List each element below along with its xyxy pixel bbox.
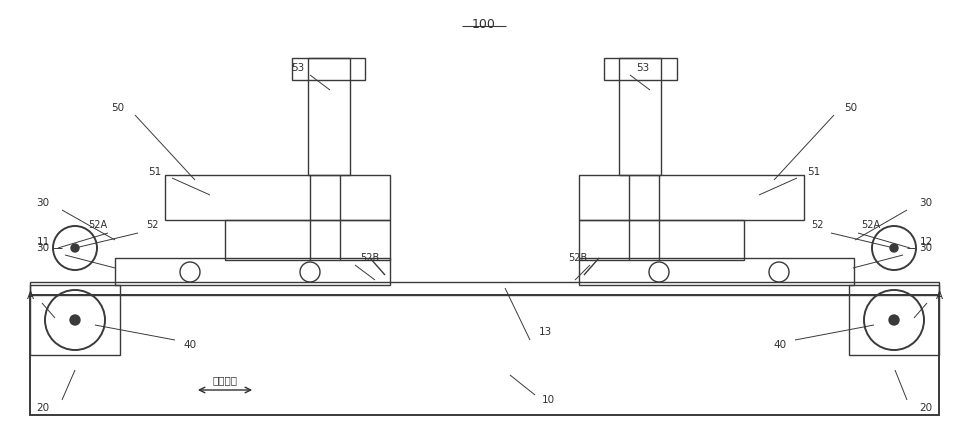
Bar — [225, 220, 390, 260]
Bar — [115, 258, 390, 285]
Text: 53: 53 — [292, 63, 304, 73]
Bar — [579, 258, 854, 285]
Bar — [30, 295, 939, 415]
Bar — [619, 58, 661, 175]
Text: 40: 40 — [773, 340, 787, 350]
Circle shape — [70, 315, 80, 325]
Text: A: A — [26, 291, 34, 301]
Text: A: A — [935, 291, 943, 301]
Text: 11: 11 — [37, 237, 49, 247]
Circle shape — [71, 244, 79, 252]
Bar — [30, 282, 939, 295]
Text: 12: 12 — [920, 237, 932, 247]
Text: 50: 50 — [844, 103, 858, 113]
Text: 53: 53 — [637, 63, 649, 73]
Text: 30: 30 — [920, 243, 932, 253]
Circle shape — [889, 315, 899, 325]
Text: 51: 51 — [148, 167, 162, 177]
Text: 10: 10 — [542, 395, 554, 405]
Circle shape — [890, 244, 898, 252]
Text: 52B: 52B — [569, 253, 587, 263]
Bar — [604, 58, 677, 80]
Bar — [30, 285, 120, 355]
Text: 50: 50 — [111, 103, 125, 113]
Bar — [579, 175, 804, 220]
Text: 20: 20 — [920, 403, 932, 413]
Text: 52: 52 — [145, 220, 158, 230]
Text: 52A: 52A — [88, 220, 108, 230]
Text: 52: 52 — [811, 220, 824, 230]
Text: 40: 40 — [183, 340, 197, 350]
Text: 13: 13 — [539, 327, 551, 337]
Text: 横向方向: 横向方向 — [212, 375, 237, 385]
Bar — [579, 220, 744, 260]
Bar — [292, 58, 365, 80]
Text: 30: 30 — [37, 198, 49, 208]
Bar — [849, 285, 939, 355]
Text: 30: 30 — [37, 243, 49, 253]
Text: 52A: 52A — [861, 220, 881, 230]
Text: 30: 30 — [920, 198, 932, 208]
Bar — [165, 175, 390, 220]
Text: 52B: 52B — [360, 253, 380, 263]
Bar — [308, 58, 350, 175]
Text: 51: 51 — [807, 167, 821, 177]
Text: 100: 100 — [472, 18, 496, 31]
Text: 20: 20 — [37, 403, 49, 413]
